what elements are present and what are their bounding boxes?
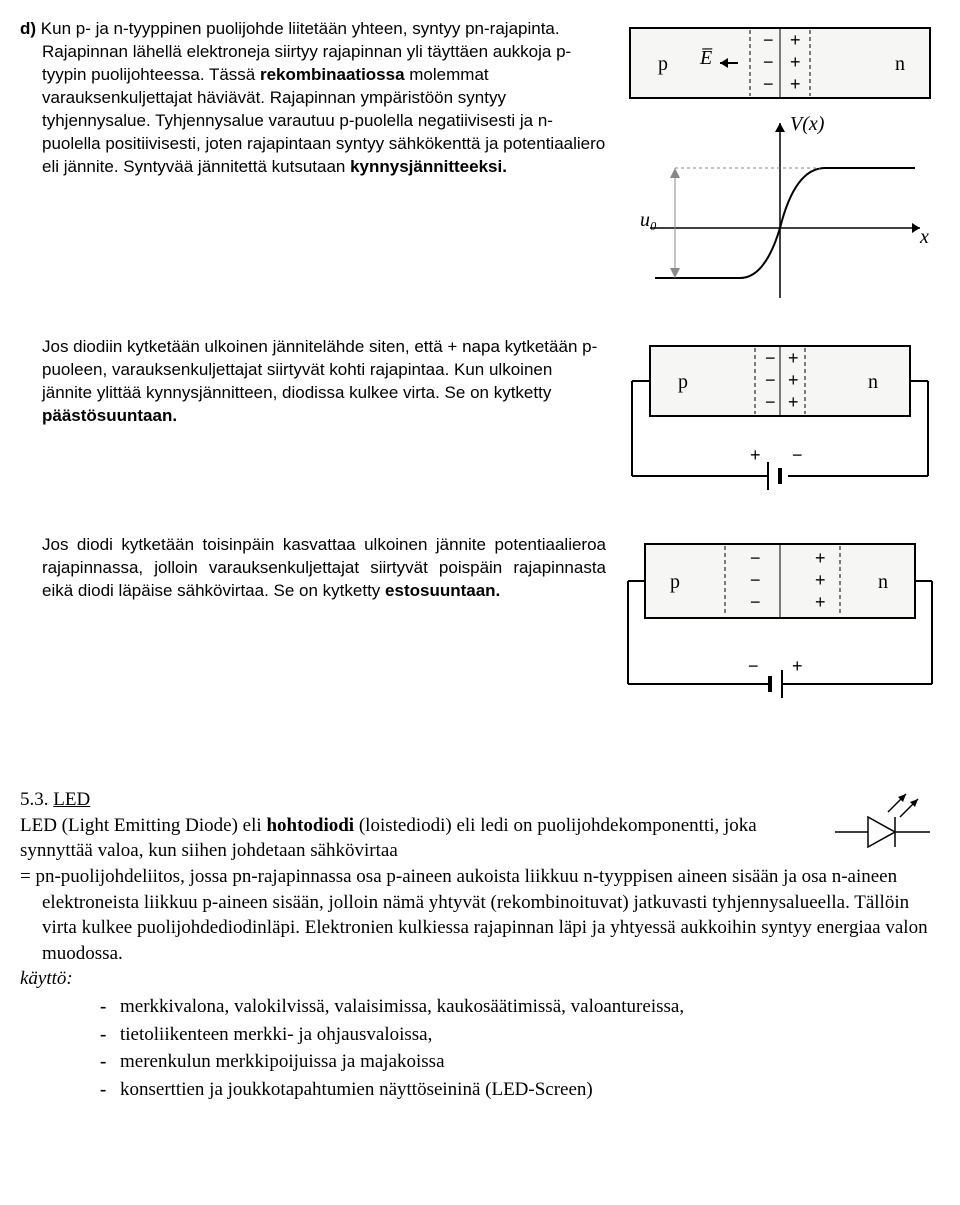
- x-label: x: [919, 226, 929, 248]
- svg-text:+: +: [750, 445, 761, 465]
- svg-text:−: −: [792, 445, 803, 465]
- u0-label: u₀: [640, 209, 657, 231]
- section-d-bold1: rekombinaatiossa: [260, 65, 405, 84]
- svg-text:+: +: [788, 348, 799, 368]
- rev-bold: estosuuntaan.: [385, 581, 500, 600]
- svg-text:−: −: [765, 348, 776, 368]
- led-p1a: LED (Light Emitting Diode) eli: [20, 815, 266, 836]
- forward-bias-row: Jos diodiin kytketään ulkoinen jännitelä…: [20, 336, 940, 506]
- svg-text:+: +: [815, 592, 826, 612]
- led-bullet: merenkulun merkkipoijuissa ja majakoissa: [100, 1049, 940, 1075]
- reverse-bias-diagram: p n − + − + − + − +: [620, 534, 940, 709]
- potential-graph: V(x) x u₀: [620, 108, 940, 308]
- forward-bias-diagram: p n −+ −+ −+ + −: [620, 336, 940, 506]
- fwd-bold: päästösuuntaan.: [42, 406, 177, 425]
- led-bullet: konserttien ja joukkotapahtumien näyttös…: [100, 1077, 940, 1103]
- svg-text:−: −: [765, 392, 776, 412]
- fwd-text: Jos diodiin kytketään ulkoinen jännitelä…: [42, 337, 597, 402]
- svg-text:+: +: [815, 548, 826, 568]
- svg-text:+: +: [788, 370, 799, 390]
- reverse-bias-text: Jos diodi kytketään toisinpäin kasvattaa…: [20, 534, 620, 603]
- svg-text:−: −: [763, 30, 774, 50]
- svg-text:−: −: [765, 370, 776, 390]
- svg-text:−: −: [763, 74, 774, 94]
- svg-text:+: +: [790, 74, 801, 94]
- fwd-p: p: [678, 371, 688, 393]
- led-bullet: tietoliikenteen merkki- ja ohjausvaloiss…: [100, 1022, 940, 1048]
- vx-label: V(x): [790, 113, 825, 135]
- svg-text:+: +: [788, 392, 799, 412]
- section-d-row: d) Kun p- ja n-tyyppinen puolijohde liit…: [20, 18, 940, 308]
- e-field-label: E̅: [699, 47, 713, 69]
- led-bullet: merkkivalona, valokilvissä, valaisimissa…: [100, 994, 940, 1020]
- rev-text: Jos diodi kytketään toisinpäin kasvattaa…: [42, 535, 606, 600]
- led-heading-num: 5.3.: [20, 789, 49, 810]
- svg-text:+: +: [792, 656, 803, 676]
- svg-text:−: −: [750, 592, 761, 612]
- led-symbol-icon: [830, 787, 940, 857]
- svg-text:−: −: [748, 656, 759, 676]
- spacer: [20, 737, 940, 787]
- section-d-figure: p n E̅ −+ −+ −+ V(x) x u₀: [620, 18, 940, 308]
- led-p1b1: hohtodiodi: [266, 815, 354, 836]
- n-label: n: [895, 53, 905, 75]
- rev-p: p: [670, 571, 680, 593]
- p-label: p: [658, 53, 668, 75]
- led-usage-list: merkkivalona, valokilvissä, valaisimissa…: [20, 994, 940, 1103]
- forward-bias-text: Jos diodiin kytketään ulkoinen jännitelä…: [20, 336, 620, 428]
- led-section: 5.3. LED LED (Light Emitting Diode) eli …: [20, 787, 940, 1103]
- rev-n: n: [878, 571, 888, 593]
- led-symbol: [830, 787, 940, 857]
- svg-text:+: +: [790, 52, 801, 72]
- section-d-label: d): [20, 19, 36, 38]
- svg-text:−: −: [750, 548, 761, 568]
- section-d-text: d) Kun p- ja n-tyyppinen puolijohde liit…: [20, 18, 620, 179]
- svg-text:−: −: [763, 52, 774, 72]
- svg-text:−: −: [750, 570, 761, 590]
- led-p2: pn-puolijohdeliitos, jossa pn-rajapinnas…: [31, 866, 928, 964]
- reverse-bias-row: Jos diodi kytketään toisinpäin kasvattaa…: [20, 534, 940, 709]
- fwd-n: n: [868, 371, 878, 393]
- svg-text:+: +: [815, 570, 826, 590]
- led-kaytto-label: käyttö:: [20, 966, 940, 992]
- led-heading: LED: [53, 789, 90, 810]
- pn-junction-diagram: p n E̅ −+ −+ −+: [620, 18, 940, 108]
- section-d-bold2: kynnysjännitteeksi.: [350, 157, 507, 176]
- svg-text:+: +: [790, 30, 801, 50]
- led-eq: =: [20, 866, 31, 887]
- forward-bias-figure: p n −+ −+ −+ + −: [620, 336, 940, 506]
- reverse-bias-figure: p n − + − + − + − +: [620, 534, 940, 709]
